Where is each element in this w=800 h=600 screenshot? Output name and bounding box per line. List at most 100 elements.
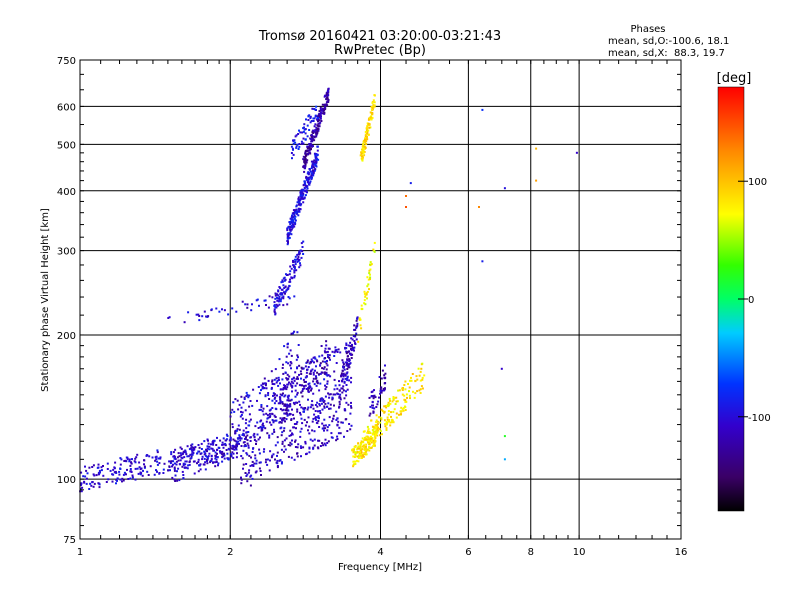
echo-point-x [366, 135, 368, 138]
stats-x-line: mean, sd,X: 88.3, 19.7 [608, 48, 725, 59]
echo-point-x [367, 133, 370, 136]
echo-point-o [304, 132, 307, 135]
echo-point-o [207, 442, 210, 445]
echo-point-o [230, 455, 233, 458]
y-tick-label: 750 [57, 56, 76, 67]
echo-point-o [250, 309, 253, 312]
echo-point-o [322, 424, 325, 427]
echo-point-o [246, 434, 249, 437]
echo-point-o [293, 217, 296, 220]
echo-point-o [350, 401, 352, 404]
echo-point-x [357, 442, 360, 445]
echo-point-o [271, 407, 274, 409]
echo-point-o [259, 408, 262, 411]
echo-point-o [307, 389, 310, 392]
echo-point-x [370, 446, 373, 449]
echo-point-o [369, 412, 372, 415]
echo-point-o [246, 303, 249, 306]
echo-point-x [388, 419, 391, 421]
echo-point-o [316, 127, 319, 130]
echo-point-o [182, 474, 185, 476]
echo-point-o [314, 168, 317, 171]
echo-point-o [299, 411, 301, 414]
echo-point-o [303, 408, 306, 411]
echo-point-x [385, 428, 388, 431]
echo-point-o [181, 470, 184, 473]
echo-point-o [298, 258, 301, 261]
echo-point-o [324, 351, 327, 354]
echo-point-o [302, 367, 305, 370]
echo-point-o [203, 457, 206, 460]
echo-point-o [307, 119, 310, 121]
echo-point-o [231, 423, 234, 426]
echo-point-o [356, 324, 359, 327]
echo-point-o [297, 260, 300, 262]
echo-point-o [278, 421, 281, 424]
echo-point-x [394, 403, 397, 405]
echo-point-o [345, 384, 348, 386]
echo-point-o [291, 277, 294, 280]
echo-point-o [119, 463, 122, 466]
echo-point-o [318, 439, 321, 442]
echo-point-o [344, 361, 347, 364]
echo-point-o [383, 389, 386, 392]
echo-point-o [300, 366, 303, 369]
echo-point-o [284, 448, 287, 451]
echo-point-o [120, 458, 123, 461]
echo-point-o [331, 396, 334, 399]
echo-point-o [177, 452, 180, 455]
echo-point-o [327, 99, 330, 101]
echo-point-o [344, 418, 347, 421]
echo-point-x [398, 389, 401, 392]
echo-point-o [281, 296, 284, 299]
echo-point-o [268, 295, 271, 298]
echo-point-o [271, 432, 274, 435]
echo-point-o [232, 401, 235, 404]
echo-point-x [361, 448, 364, 451]
echo-point-o [106, 468, 109, 470]
echo-point-o [293, 276, 296, 279]
echo-point-o [281, 401, 284, 404]
echo-point-o [323, 112, 326, 115]
echo-point-o [258, 408, 261, 411]
echo-point-o [316, 401, 319, 404]
echo-point-o [302, 446, 305, 449]
echo-point-x [413, 396, 416, 399]
echo-point-o [299, 262, 301, 265]
echo-point-o [312, 120, 315, 122]
echo-point-o [134, 457, 137, 460]
echo-point-x [372, 105, 375, 108]
echo-point-o [266, 458, 269, 461]
echo-point-o [300, 427, 303, 430]
echo-point-o [187, 311, 190, 314]
echo-point-o [316, 145, 319, 148]
echo-point-o [289, 413, 292, 416]
echo-point-o [271, 454, 274, 457]
echo-point-o [303, 170, 306, 173]
echo-point-o [245, 418, 248, 421]
echo-point-x [408, 386, 411, 389]
echo-point-o [349, 341, 352, 344]
echo-point-o [327, 374, 330, 377]
echo-point-o [171, 476, 174, 479]
echo-point-o [291, 214, 293, 217]
echo-point-x [389, 402, 392, 405]
echo-point-o [254, 454, 257, 457]
echo-point-o [353, 340, 356, 342]
echo-point-o [318, 389, 321, 392]
echo-point-o [206, 460, 208, 463]
echo-point-o [241, 300, 244, 303]
echo-point-o [242, 463, 245, 466]
echo-point-o [299, 403, 301, 406]
echo-point-o [350, 381, 352, 384]
echo-point-o [287, 444, 290, 446]
echo-point-x [367, 436, 370, 439]
echo-point-o [381, 369, 384, 372]
echo-point-o [214, 461, 217, 464]
echo-point-o [156, 449, 159, 452]
echo-point-o [284, 385, 286, 387]
echo-point-o [112, 468, 115, 471]
echo-point-x [414, 392, 417, 395]
echo-point-x [365, 292, 368, 295]
echo-point-x [423, 374, 426, 377]
